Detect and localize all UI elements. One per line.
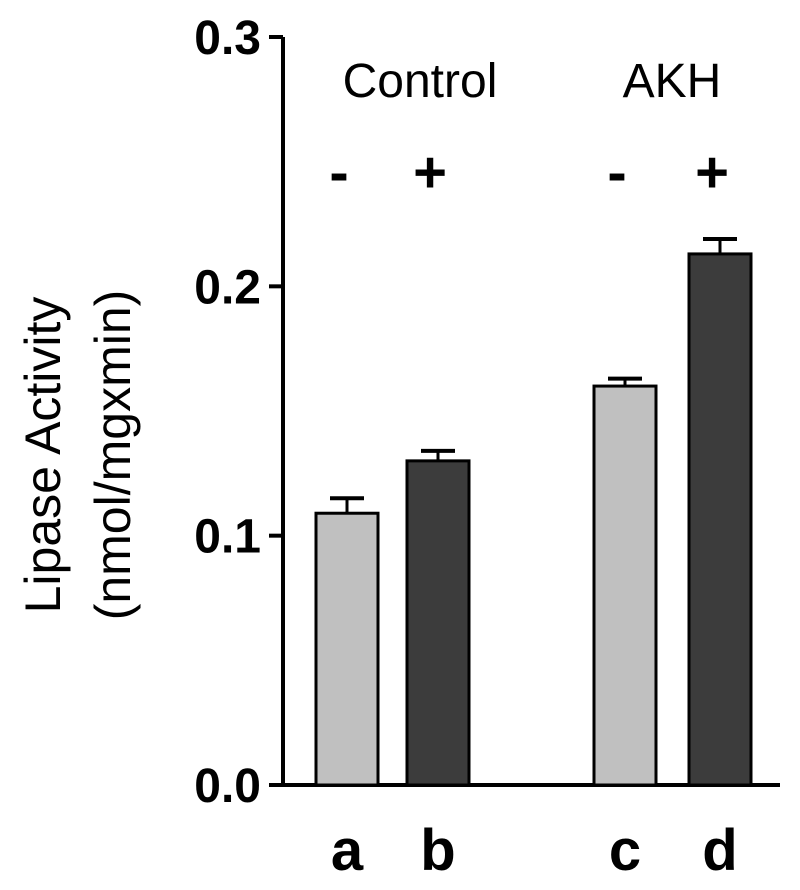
label-layer: - a + b - c + d Control AKH bbox=[329, 55, 737, 883]
category-label-b: b bbox=[420, 818, 455, 883]
group-label-akh: AKH bbox=[623, 55, 722, 108]
bar-layer bbox=[314, 236, 753, 787]
category-label-d: d bbox=[702, 818, 737, 883]
y-tick-label: 0.0 bbox=[194, 760, 261, 813]
y-tick-label: 0.2 bbox=[194, 261, 261, 314]
treatment-label-b: + bbox=[413, 140, 447, 205]
y-axis-units: (nmol/mgxmin) bbox=[85, 290, 141, 621]
treatment-label-d: + bbox=[695, 140, 729, 205]
treatment-label-a: - bbox=[329, 140, 348, 205]
y-tick-label: 0.3 bbox=[194, 12, 261, 65]
bar-b bbox=[405, 459, 471, 787]
group-label-control: Control bbox=[343, 55, 498, 108]
y-tick-label: 0.1 bbox=[194, 511, 261, 564]
category-label-a: a bbox=[331, 818, 364, 883]
bar-c bbox=[592, 384, 658, 787]
bar-d bbox=[687, 252, 753, 787]
axis-layer: 0.0 0.1 0.2 0.3 bbox=[194, 12, 780, 813]
y-axis-title: Lipase Activity bbox=[15, 297, 71, 614]
category-label-c: c bbox=[609, 818, 641, 883]
treatment-label-c: - bbox=[607, 140, 626, 205]
bar-a bbox=[314, 511, 380, 787]
